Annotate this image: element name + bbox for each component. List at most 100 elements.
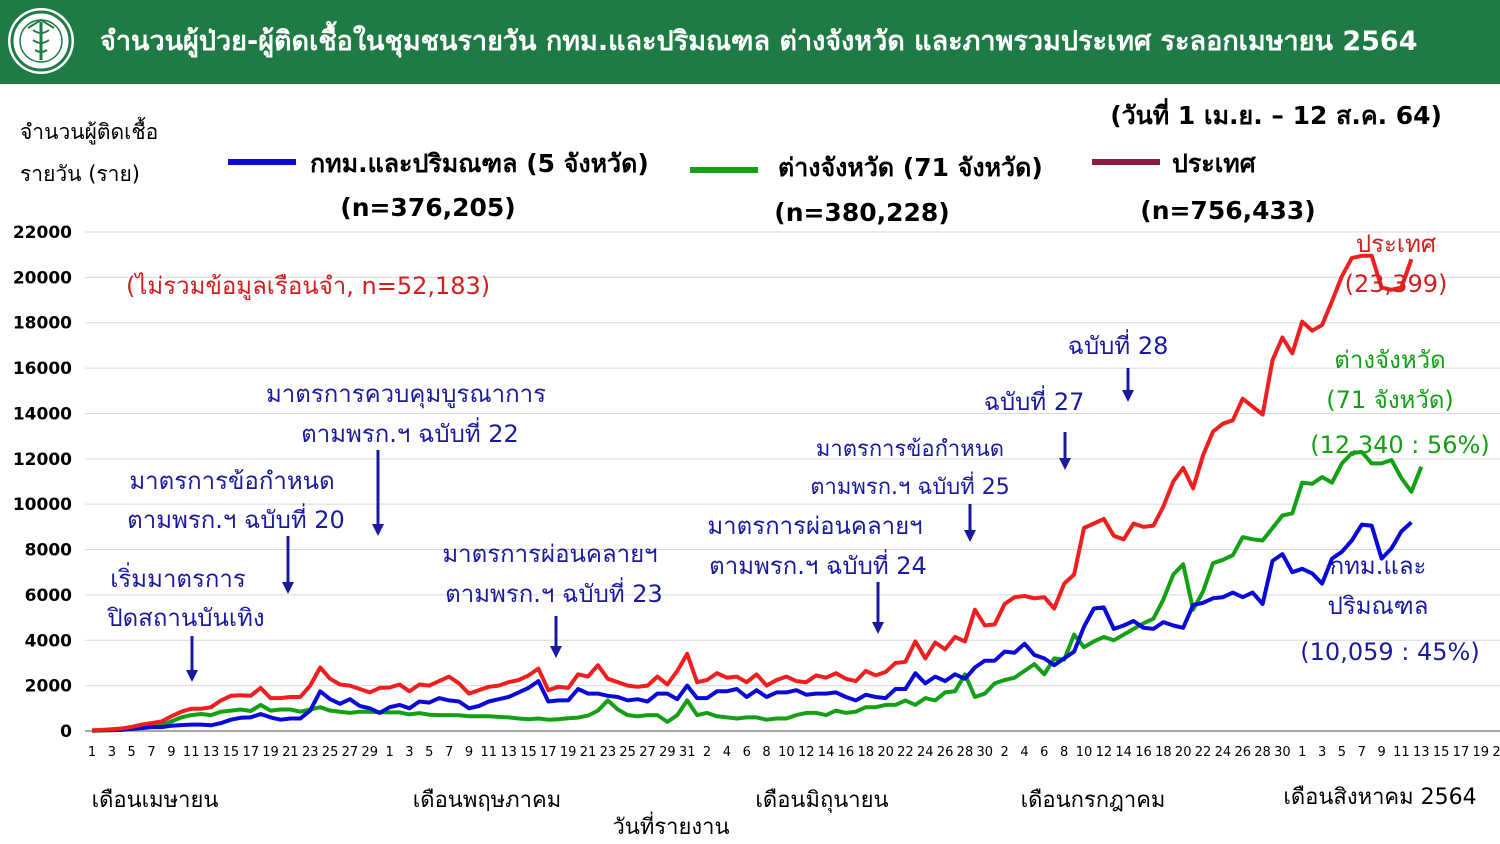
x-tick-label: 14	[818, 745, 835, 760]
x-tick-label: 6	[1040, 745, 1048, 760]
legend: กทม.และปริมณฑล (5 จังหวัด) (n=376,205) ต…	[228, 149, 1316, 227]
x-tick-label: 11	[183, 745, 200, 760]
x-tick-label: 8	[762, 745, 770, 760]
annotation-6-arrowhead	[964, 530, 976, 542]
x-tick-label: 19	[262, 745, 279, 760]
y-tick-label: 14000	[13, 404, 72, 424]
x-tick-label: 30	[1274, 745, 1291, 760]
annotation-1-line2: ปิดสถานบันเทิง	[106, 604, 264, 632]
month-label-august: เดือนสิงหาคม 2564	[1283, 785, 1476, 810]
legend-n-country: (n=756,433)	[1140, 196, 1315, 225]
x-tick-label: 20	[1175, 745, 1192, 760]
x-tick-label: 12	[1096, 745, 1113, 760]
x-tick-label: 26	[1234, 745, 1251, 760]
exclusion-note: (ไม่รวมข้อมูลเรือนจำ, n=52,183)	[126, 272, 490, 301]
x-tick-label: 3	[108, 745, 116, 760]
x-tick-label: 29	[361, 745, 378, 760]
bangkok-total: (10,059 : 45%)	[1300, 638, 1479, 666]
y-tick-label: 12000	[13, 450, 72, 470]
month-label-july: เดือนกรกฎาคม	[1021, 788, 1166, 813]
x-tick-label: 28	[957, 745, 974, 760]
month-label-april: เดือนเมษายน	[92, 788, 219, 813]
x-tick-label: 5	[128, 745, 136, 760]
y-tick-label: 20000	[13, 268, 72, 288]
gridlines	[85, 231, 1500, 732]
x-tick-label: 1	[88, 745, 96, 760]
x-tick-label: 19	[1473, 745, 1490, 760]
annotation-3-line2: ตามพรก.ฯ ฉบับที่ 22	[301, 417, 519, 448]
x-tick-label: 13	[1413, 745, 1430, 760]
x-tick-label: 6	[743, 745, 751, 760]
x-tick-label: 5	[425, 745, 433, 760]
header-bar: จำนวนผู้ป่วย-ผู้ติดเชื้อในชุมชนรายวัน กท…	[0, 0, 1500, 84]
x-tick-label: 4	[1020, 745, 1028, 760]
x-tick-label: 17	[540, 745, 557, 760]
x-tick-label: 20	[877, 745, 894, 760]
series-line-country	[91, 253, 1414, 733]
annotation-8-arrowhead	[1122, 390, 1134, 402]
y-tick-label: 10000	[13, 495, 72, 515]
x-tick-label: 27	[342, 745, 359, 760]
annotation-6-line1: มาตรการข้อกำหนด	[816, 437, 1004, 462]
x-tick-label: 7	[445, 745, 453, 760]
daily-cases-line-chart: 0 2000 4000 6000 8000 10000 12000 14000 16000 180…	[13, 98, 1500, 840]
y-tick-label: 8000	[25, 541, 72, 561]
x-tick-label: 18	[1155, 745, 1172, 760]
annotation-5-arrowhead	[872, 622, 884, 634]
provinces-total: (12,340 : 56%)	[1310, 431, 1489, 459]
x-tick-label: 7	[1358, 745, 1366, 760]
x-tick-label: 8	[1060, 745, 1068, 760]
x-tick-label: 21	[580, 745, 597, 760]
country-label: ประเทศ	[1356, 230, 1436, 258]
x-tick-label: 21	[282, 745, 299, 760]
bangkok-label-line1: กทม.และ	[1330, 552, 1427, 580]
x-tick-label: 15	[520, 745, 537, 760]
x-tick-label: 26	[937, 745, 954, 760]
legend-label-prov: ต่างจังหวัด (71 จังหวัด)	[778, 153, 1043, 182]
x-tick-label: 17	[1453, 745, 1470, 760]
y-tick-label: 6000	[25, 586, 72, 606]
x-tick-label: 14	[1115, 745, 1132, 760]
month-label-june: เดือนมิถุนายน	[755, 788, 888, 813]
series-end-labels: ประเทศ (23,399) ต่างจังหวัด (71 จังหวัด)…	[1300, 230, 1489, 666]
country-total: (23,399)	[1345, 270, 1448, 298]
x-tick-label: 25	[322, 745, 339, 760]
x-tick-label: 23	[600, 745, 617, 760]
x-tick-label: 19	[560, 745, 577, 760]
x-tick-label: 16	[1135, 745, 1152, 760]
y-tick-label: 0	[60, 722, 72, 742]
y-tick-label: 2000	[25, 677, 72, 697]
legend-n-bkk: (n=376,205)	[340, 193, 515, 222]
annotation-7-arrowhead	[1059, 458, 1071, 470]
x-tick-label: 30	[977, 745, 994, 760]
x-tick-label: 1	[385, 745, 393, 760]
annotation-7-line1: ฉบับที่ 27	[984, 385, 1085, 416]
x-axis-label: วันที่รายงาน	[612, 811, 729, 840]
annotation-2-arrowhead	[282, 582, 294, 594]
annotation-1-arrowhead	[186, 670, 198, 682]
page-title: จำนวนผู้ป่วย-ผู้ติดเชื้อในชุมชนรายวัน กท…	[100, 26, 1418, 57]
x-tick-label: 1	[1298, 745, 1306, 760]
x-tick-label: 12	[798, 745, 815, 760]
annotation-5-line1: มาตรการผ่อนคลายฯ	[707, 512, 922, 540]
month-label-may: เดือนพฤษภาคม	[413, 788, 561, 813]
annotation-8-line1: ฉบับที่ 28	[1068, 329, 1169, 360]
x-tick-label: 16	[838, 745, 855, 760]
x-tick-label: 3	[405, 745, 413, 760]
x-tick-label: 9	[1377, 745, 1385, 760]
x-tick-label: 10	[778, 745, 795, 760]
x-tick-label: 23	[302, 745, 319, 760]
x-tick-label: 10	[1076, 745, 1093, 760]
provinces-label: ต่างจังหวัด	[1334, 346, 1445, 374]
ministry-of-public-health-logo-icon	[8, 8, 74, 74]
annotation-4-arrowhead	[550, 646, 562, 658]
x-tick-label: 21	[1492, 745, 1500, 760]
x-tick-label: 13	[203, 745, 220, 760]
annotation-6-line2: ตามพรก.ฯ ฉบับที่ 25	[810, 471, 1010, 500]
annotation-3-line1: มาตรการควบคุมบูรณาการ	[266, 380, 546, 409]
y-tick-label: 4000	[25, 631, 72, 651]
x-tick-label: 29	[659, 745, 676, 760]
x-tick-label: 22	[1195, 745, 1212, 760]
series-line-bangkok-metro	[91, 520, 1413, 733]
legend-label-country: ประเทศ	[1172, 149, 1257, 178]
